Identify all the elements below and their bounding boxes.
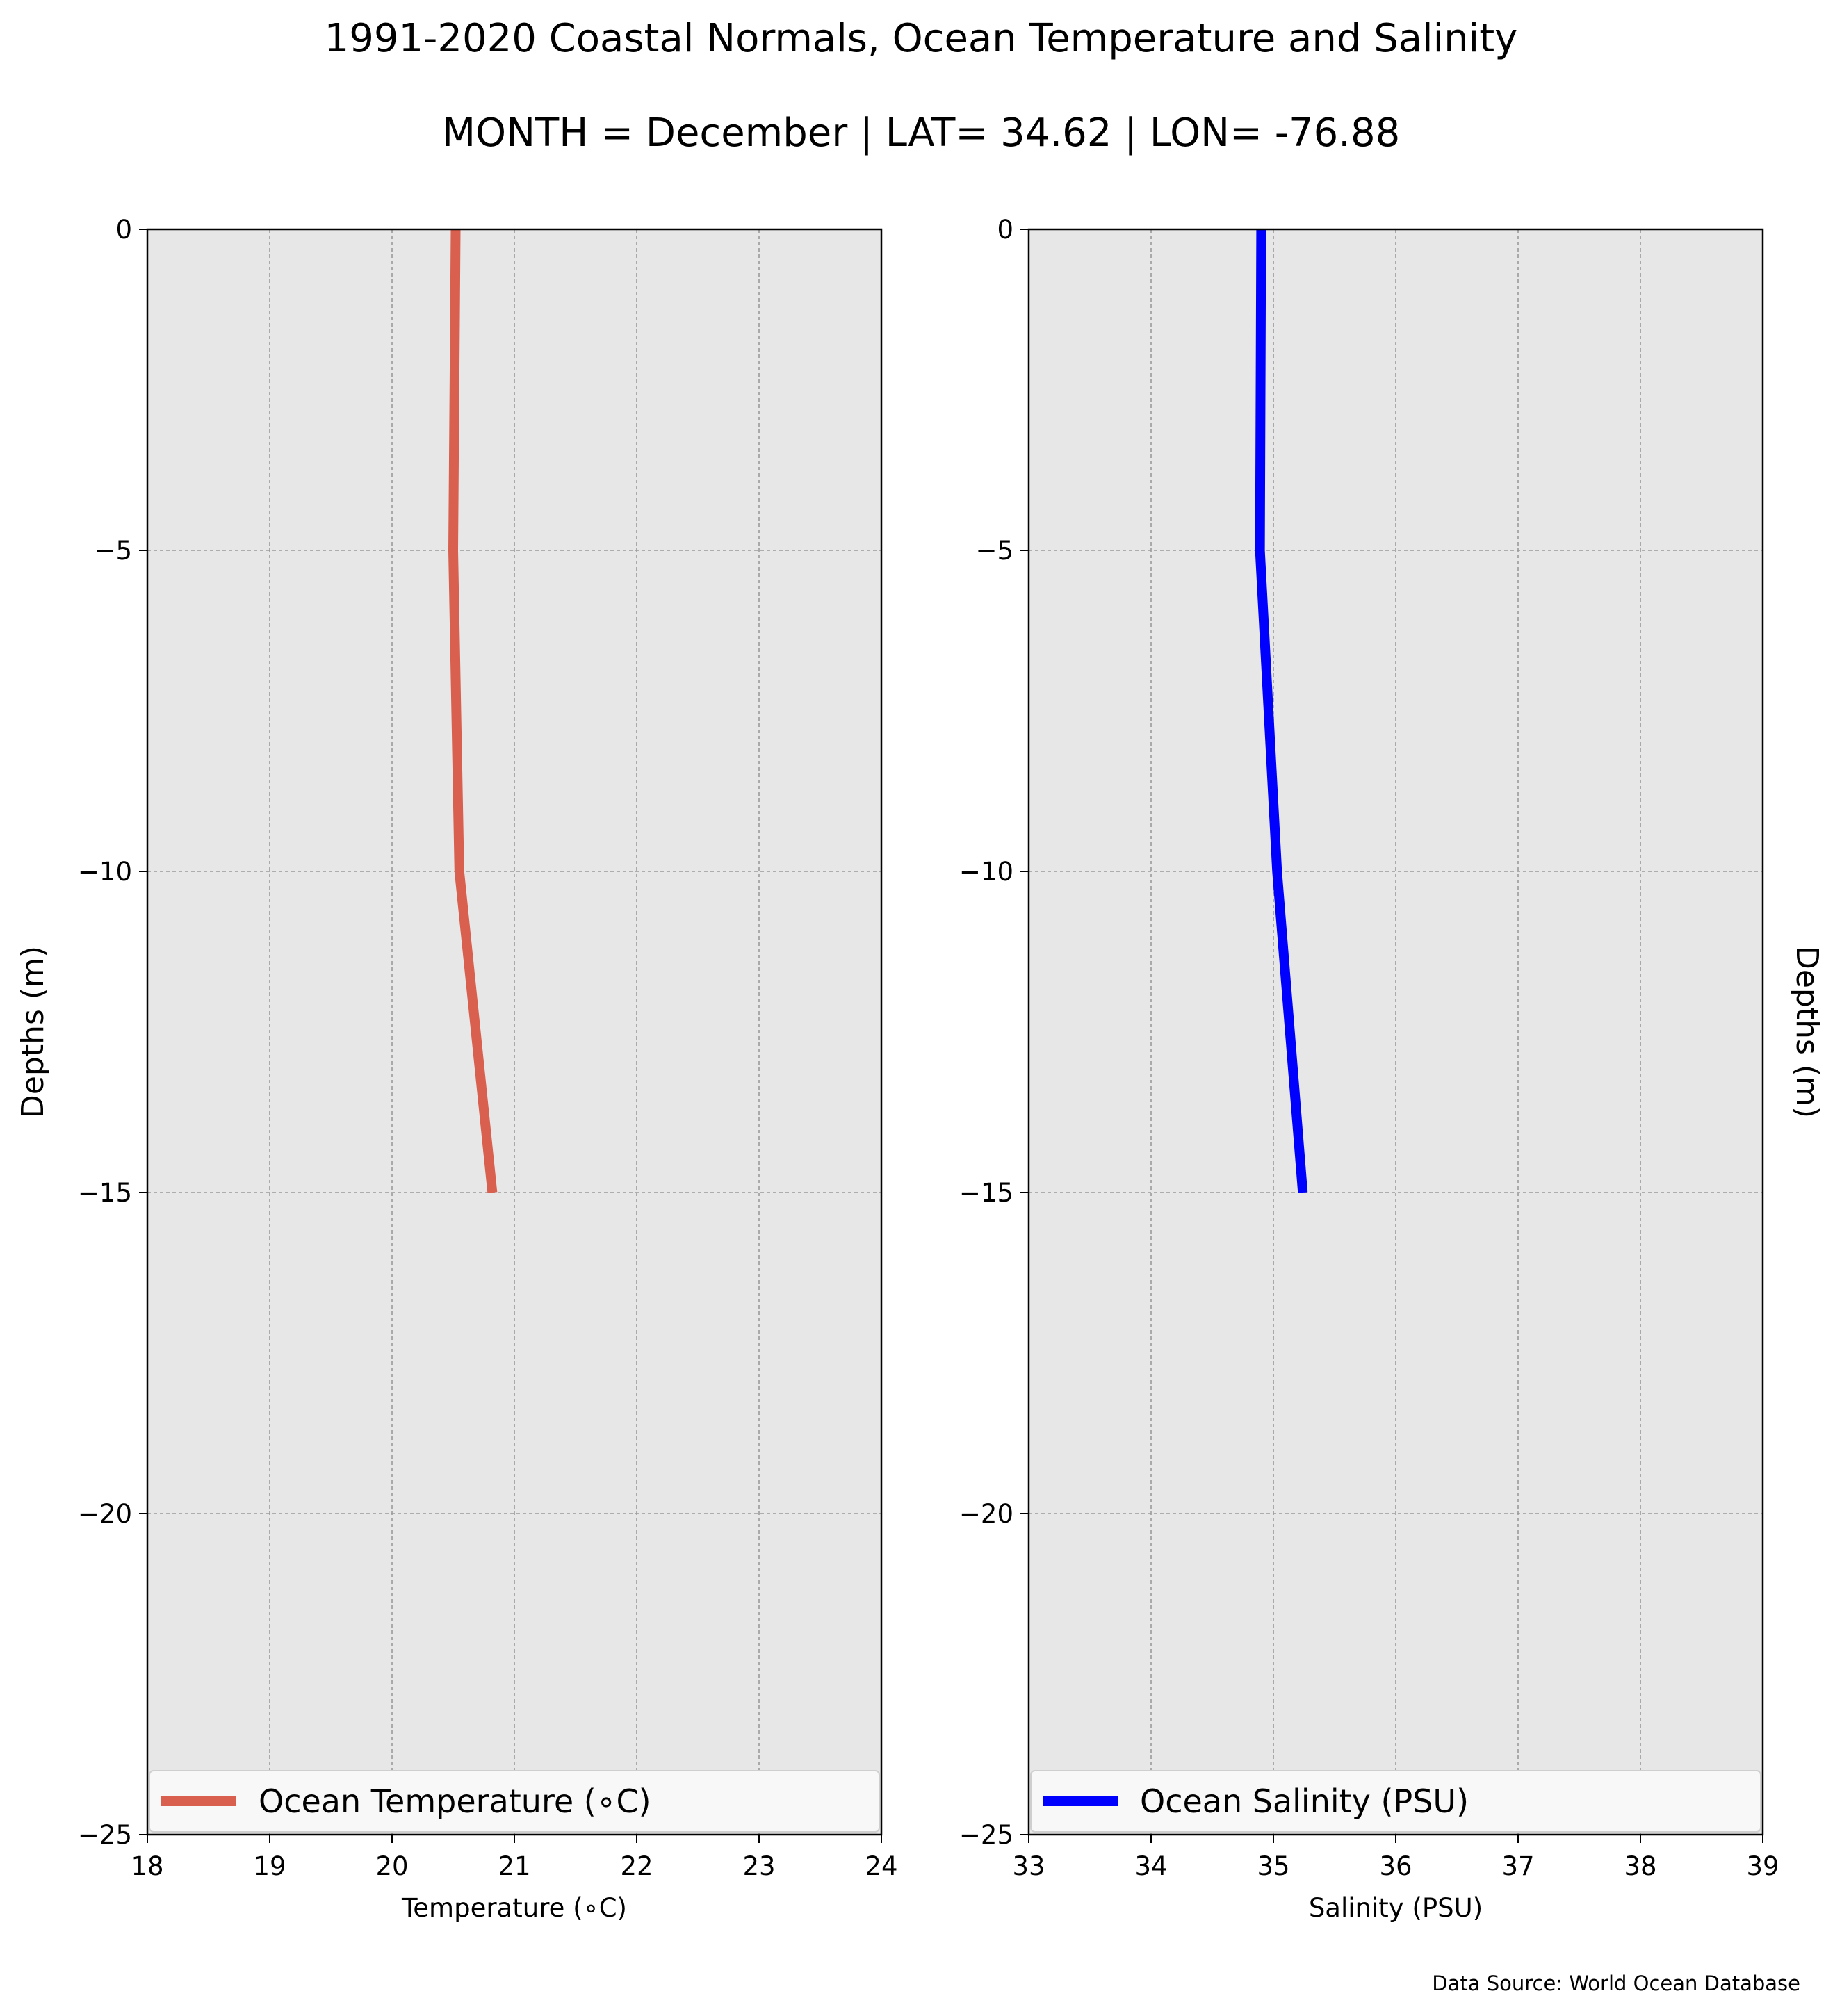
x-tick-label: 18 bbox=[131, 1851, 163, 1881]
y-tick-label: 0 bbox=[997, 215, 1013, 245]
x-tick-label: 37 bbox=[1501, 1851, 1534, 1881]
y-tick-label: −5 bbox=[975, 536, 1013, 566]
axes-frame bbox=[1027, 228, 1764, 1836]
chart-title: 1991-2020 Coastal Normals, Ocean Tempera… bbox=[325, 16, 1518, 61]
series-line bbox=[1255, 229, 1308, 1193]
y-tick-label: −10 bbox=[959, 857, 1013, 887]
x-tick-label: 36 bbox=[1379, 1851, 1412, 1881]
salinity-panel: 33 34 35 36 37 38 39 0 −5 −10 −15 −20 −25 Ocean Salin… bbox=[959, 215, 1825, 1923]
x-axis-label: Salinity (PSU) bbox=[1309, 1893, 1483, 1923]
x-tick-label: 33 bbox=[1012, 1851, 1045, 1881]
y-axis-label: Depths (m) bbox=[1789, 946, 1825, 1118]
y-tick-label: −15 bbox=[78, 1178, 132, 1208]
x-tick-label: 35 bbox=[1257, 1851, 1289, 1881]
temperature-panel: 18 19 20 21 22 23 24 0 −5 −10 −15 −20 −25 Ocean Tempe… bbox=[15, 215, 898, 1923]
y-tick-label: −10 bbox=[78, 857, 132, 887]
x-tick-label: 34 bbox=[1134, 1851, 1167, 1881]
y-tick-label: −20 bbox=[78, 1499, 132, 1529]
legend-box bbox=[149, 1770, 880, 1833]
y-tick-label: −25 bbox=[959, 1820, 1013, 1850]
y-axis-label: Depths (m) bbox=[15, 946, 51, 1118]
data-source-note: Data Source: World Ocean Database bbox=[1432, 1972, 1800, 1995]
x-tick-label: 21 bbox=[498, 1851, 530, 1881]
y-tick-label: −25 bbox=[78, 1820, 132, 1850]
y-tick-label: 0 bbox=[115, 215, 132, 245]
legend-label: Ocean Salinity (PSU) bbox=[1140, 1783, 1469, 1820]
y-tick-label: −20 bbox=[959, 1499, 1013, 1529]
y-tick-label: −15 bbox=[959, 1178, 1013, 1208]
x-tick-label: 39 bbox=[1746, 1851, 1779, 1881]
chart-subtitle: MONTH = December | LAT= 34.62 | LON= -76… bbox=[442, 110, 1401, 156]
x-tick-label: 24 bbox=[865, 1851, 897, 1881]
x-tick-label: 38 bbox=[1624, 1851, 1656, 1881]
x-tick-label: 20 bbox=[375, 1851, 408, 1881]
series-line bbox=[448, 229, 498, 1193]
axes-frame bbox=[146, 228, 883, 1836]
legend-box bbox=[1030, 1770, 1761, 1833]
legend-label: Ocean Temperature (∘C) bbox=[259, 1783, 651, 1820]
y-tick-label: −5 bbox=[94, 536, 132, 566]
x-tick-label: 22 bbox=[620, 1851, 653, 1881]
x-tick-label: 19 bbox=[253, 1851, 286, 1881]
x-tick-label: 23 bbox=[742, 1851, 775, 1881]
x-axis-label: Temperature (∘C) bbox=[401, 1893, 627, 1923]
